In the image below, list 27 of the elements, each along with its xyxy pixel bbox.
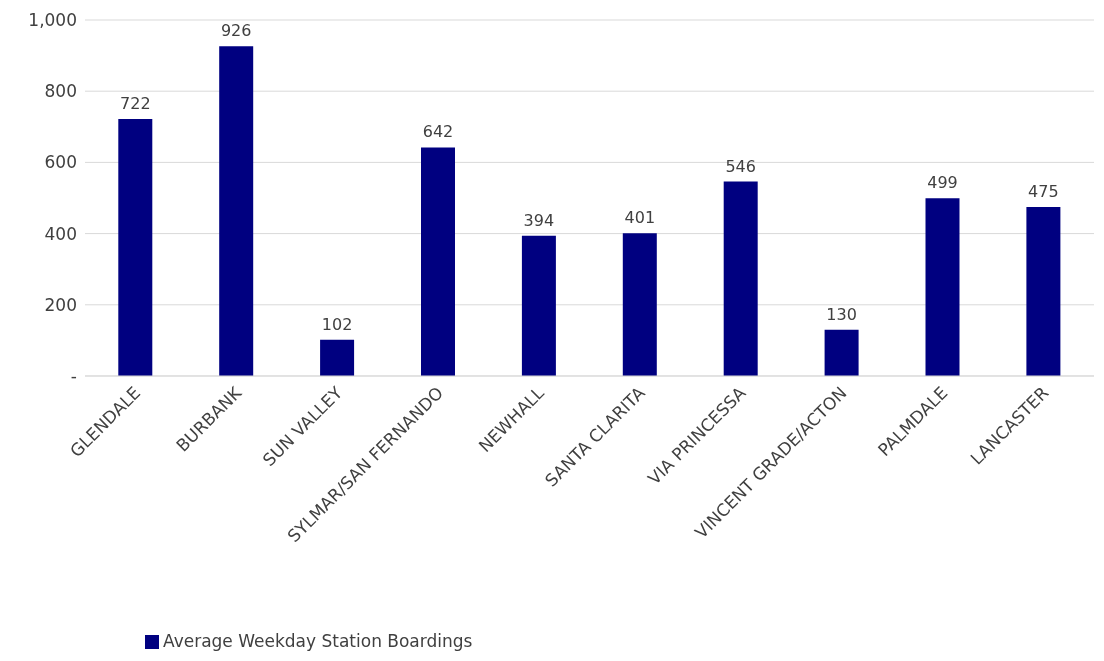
bar: [925, 198, 960, 376]
y-tick-label: 1,000: [28, 10, 77, 31]
bar: [320, 339, 355, 376]
data-label: 394: [523, 210, 555, 230]
data-label: 401: [624, 208, 656, 228]
y-tick-label: -: [70, 366, 77, 387]
bar: [1026, 206, 1061, 376]
data-label: 475: [1028, 181, 1059, 201]
y-tick-label: 400: [44, 223, 77, 244]
data-label: 722: [120, 93, 151, 113]
data-label: 499: [927, 173, 958, 193]
data-label: 642: [422, 122, 454, 142]
data-label: 546: [725, 156, 756, 176]
legend-label: Average Weekday Station Boardings: [163, 631, 473, 651]
data-label: 926: [220, 21, 252, 41]
y-tick-label: 200: [44, 294, 77, 315]
bar: [421, 147, 455, 376]
y-tick-label: 600: [44, 152, 77, 173]
bar: [824, 329, 859, 376]
bar: [723, 181, 758, 376]
bar: [622, 233, 657, 376]
y-tick-label: 800: [44, 81, 77, 102]
data-label: 130: [826, 304, 857, 324]
bar: [521, 235, 556, 376]
data-label: 102: [321, 314, 353, 334]
bar: [219, 46, 254, 376]
bar: [118, 118, 153, 376]
